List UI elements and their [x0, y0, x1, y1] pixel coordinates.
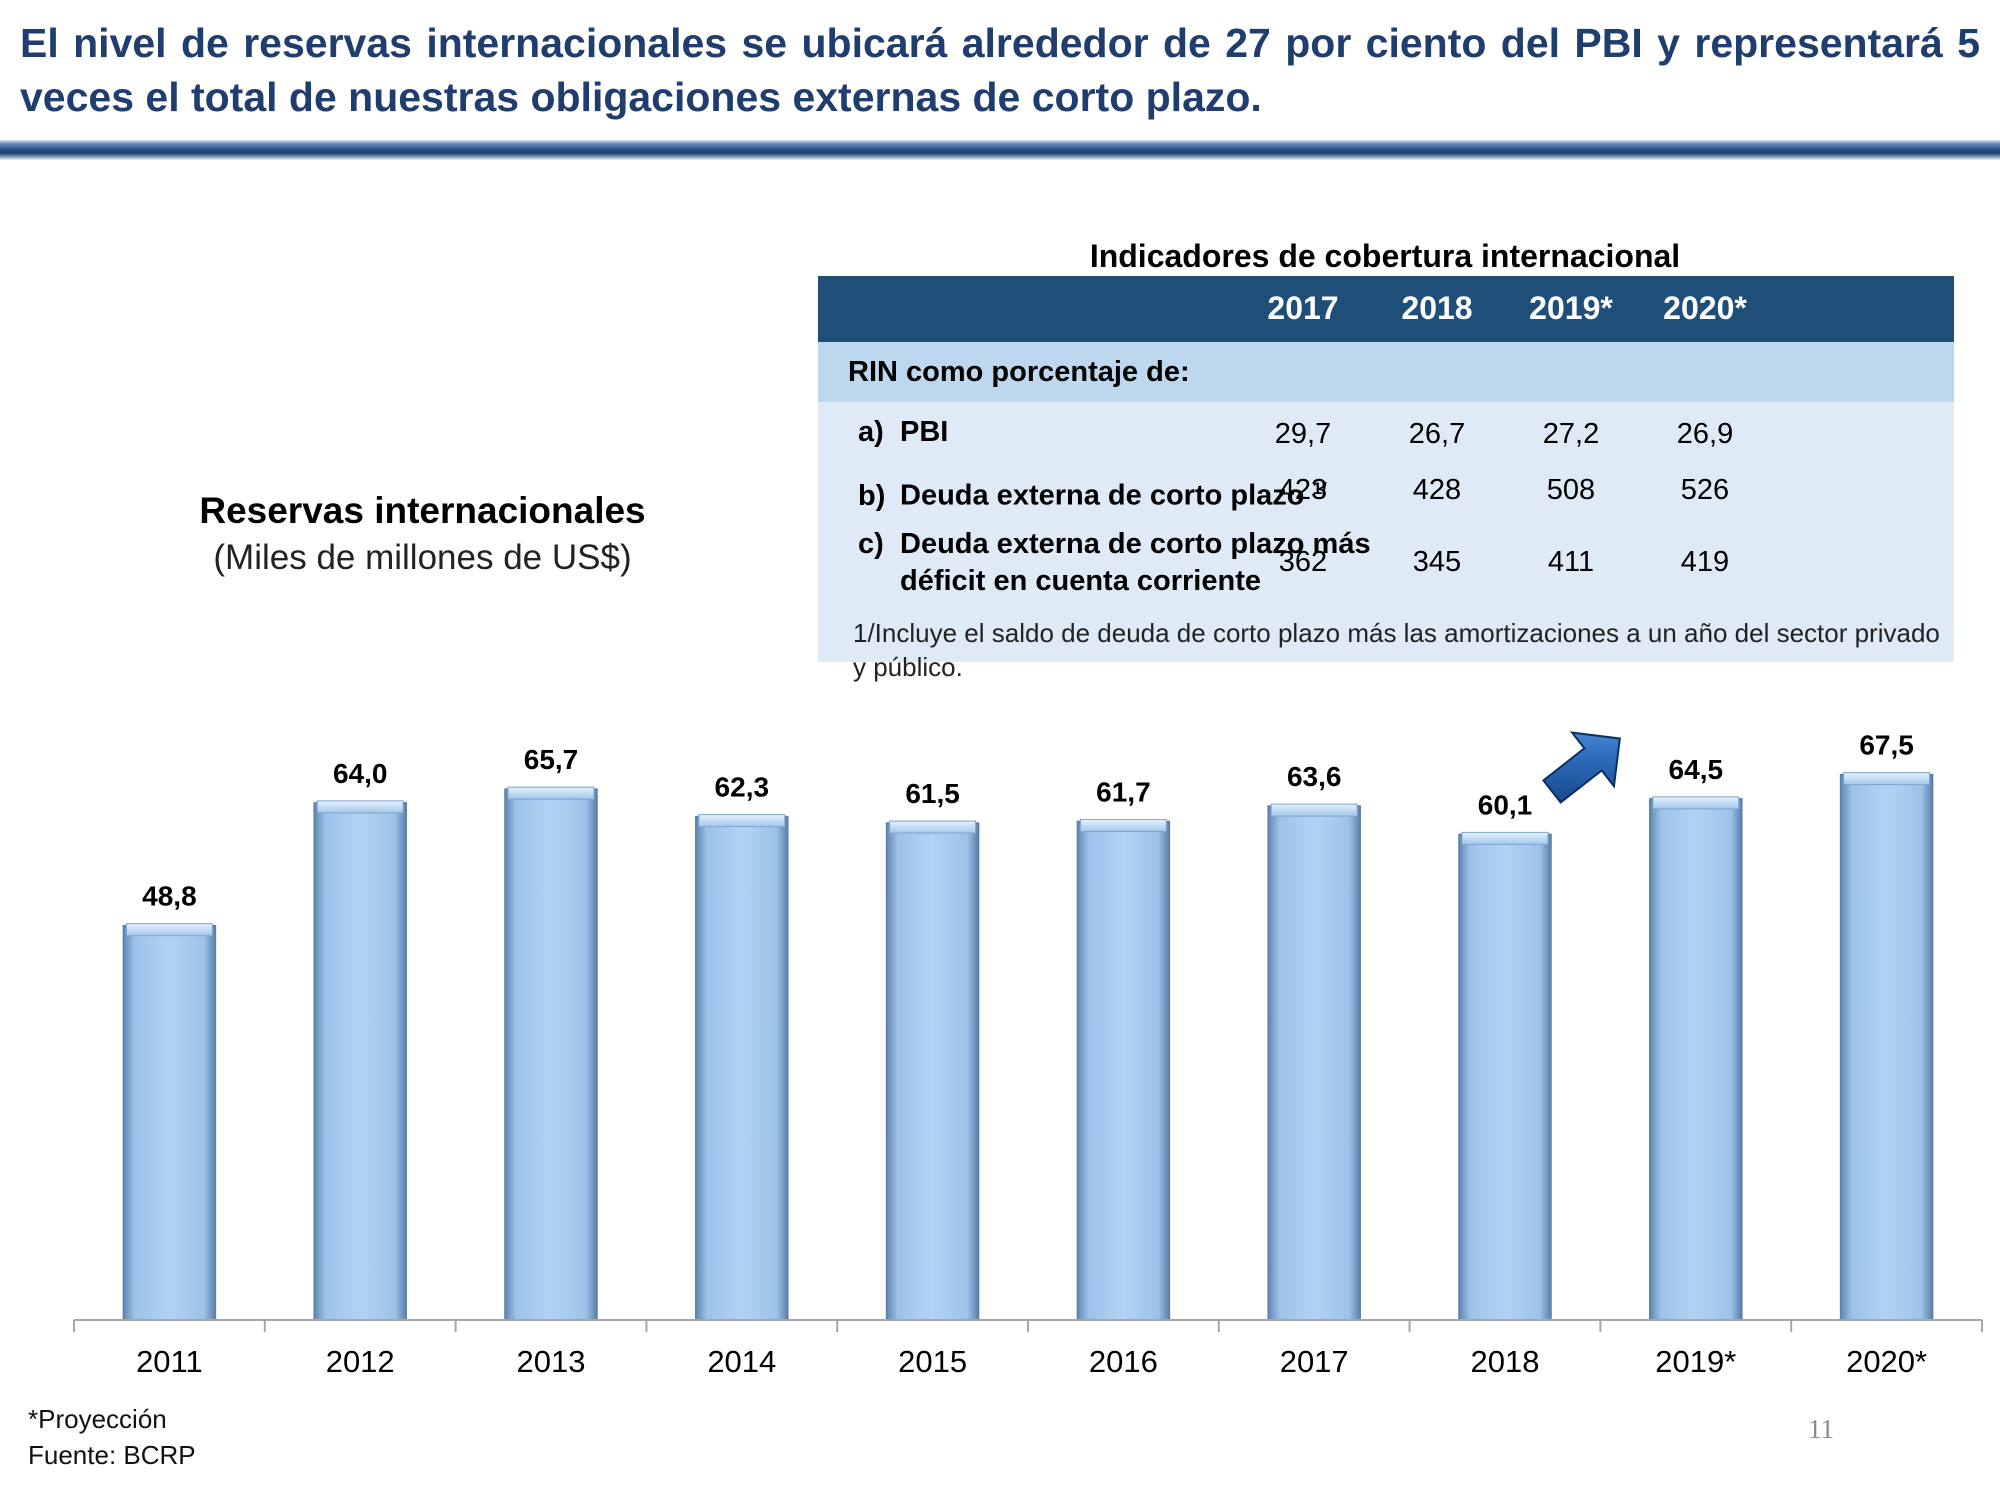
bar-group: 62,3 2014	[695, 772, 789, 1379]
year-header: 2020*	[1663, 290, 1747, 326]
x-tick-label: 2018	[1471, 1344, 1540, 1379]
table-cell: 362	[1278, 546, 1328, 578]
page-number: 11	[1808, 1414, 1834, 1444]
table-cell: 526	[1680, 474, 1730, 506]
table-cell: 29,7	[1274, 418, 1332, 450]
table-cell: 508	[1546, 474, 1596, 506]
data-label: 60,1	[1478, 789, 1533, 820]
x-tick-label: 2019*	[1655, 1344, 1736, 1379]
chart-subtitle: (Miles de millones de US$)	[213, 538, 632, 577]
bar	[1649, 798, 1743, 1321]
table-header-row: 2017 2018 2019* 2020*	[818, 276, 1954, 342]
x-tick-label: 2017	[1280, 1344, 1349, 1379]
bar	[1076, 820, 1171, 1321]
up-arrow-icon	[1542, 731, 1621, 804]
x-tick-label: 2012	[326, 1344, 395, 1379]
header-rule	[0, 140, 2000, 160]
bar	[122, 924, 217, 1321]
table-cell: 27,2	[1542, 418, 1600, 450]
bar	[885, 822, 980, 1321]
bar-group: 63,6 2017	[1267, 761, 1361, 1379]
coverage-table: 2017 2018 2019* 2020* RIN como porcentaj…	[818, 276, 1954, 662]
bar	[1267, 805, 1361, 1321]
bar-group: 64,0 2012	[313, 758, 407, 1379]
data-label: 64,5	[1669, 754, 1724, 785]
bar	[313, 802, 407, 1321]
table-body: a) PBI 29,7 26,7 27,2 26,9 b) Deuda extern…	[818, 402, 1954, 662]
table-cell: 26,9	[1676, 418, 1734, 450]
bar-cap	[698, 814, 786, 828]
data-label: 61,7	[1096, 776, 1151, 807]
source-note: Fuente: BCRP	[28, 1440, 196, 1470]
table-cell: 411	[1547, 546, 1595, 578]
bar	[1458, 833, 1552, 1321]
table-cell: 345	[1412, 546, 1462, 578]
table-footnote: 1/Incluye el saldo de deuda de corto pla…	[853, 618, 1940, 682]
row-label: a) PBI	[858, 416, 949, 448]
bar	[1839, 773, 1934, 1321]
bar-cap	[1079, 818, 1167, 832]
bar-group: 60,1 2018	[1458, 789, 1552, 1379]
bar-cap	[1843, 772, 1931, 786]
data-label: 64,0	[333, 758, 388, 789]
table-title: Indicadores de cobertura internacional	[1089, 238, 1681, 274]
table-section-row: RIN como porcentaje de:	[818, 342, 1954, 402]
data-label: 62,3	[715, 772, 770, 803]
bar-group: 61,7 2016	[1076, 776, 1171, 1379]
year-header: 2018	[1401, 290, 1473, 326]
table-cell: 423	[1278, 474, 1328, 506]
bar-group: 48,8 2011	[122, 881, 217, 1379]
row-label: c) Deuda externa de corto plazo más défic…	[858, 528, 1371, 597]
x-tick-label: 2013	[517, 1344, 586, 1379]
bar-cap	[125, 923, 213, 937]
x-tick-label: 2020*	[1846, 1344, 1927, 1379]
x-tick-label: 2016	[1089, 1344, 1158, 1379]
bar-group: 61,5 2015	[885, 778, 980, 1379]
year-header: 2017	[1267, 290, 1339, 326]
data-label: 61,5	[905, 778, 960, 809]
bar-group: 64,5 2019*	[1649, 754, 1743, 1379]
table-cell: 419	[1680, 546, 1730, 578]
chart-title: Reservas internacionales	[199, 490, 646, 531]
row-label: b) Deuda externa de corto plazo 1/	[858, 479, 1327, 512]
bar-cap	[1461, 831, 1549, 845]
x-tick-label: 2014	[707, 1344, 776, 1379]
bar-cap	[889, 820, 977, 834]
data-label: 65,7	[524, 744, 579, 775]
x-tick-label: 2015	[898, 1344, 967, 1379]
projection-note: *Proyección	[28, 1404, 167, 1434]
bar-group: 65,7 2013	[504, 744, 598, 1379]
section-label: RIN como porcentaje de:	[848, 356, 1190, 388]
bar	[504, 788, 598, 1321]
data-label: 48,8	[142, 881, 197, 912]
year-header: 2019*	[1529, 290, 1613, 326]
bar-cap	[1652, 796, 1740, 810]
x-tick-label: 2011	[136, 1344, 203, 1379]
data-label: 67,5	[1859, 730, 1914, 761]
table-cell: 26,7	[1408, 418, 1466, 450]
bar-cap	[1270, 803, 1358, 817]
bar-cap	[316, 800, 404, 814]
data-label: 63,6	[1287, 761, 1342, 792]
table-cell: 428	[1412, 474, 1462, 506]
headline: El nivel de reservas internacionales se …	[20, 20, 1980, 120]
bar-group: 67,5 2020*	[1839, 730, 1934, 1379]
bar-cap	[507, 786, 595, 800]
bar	[695, 815, 789, 1321]
